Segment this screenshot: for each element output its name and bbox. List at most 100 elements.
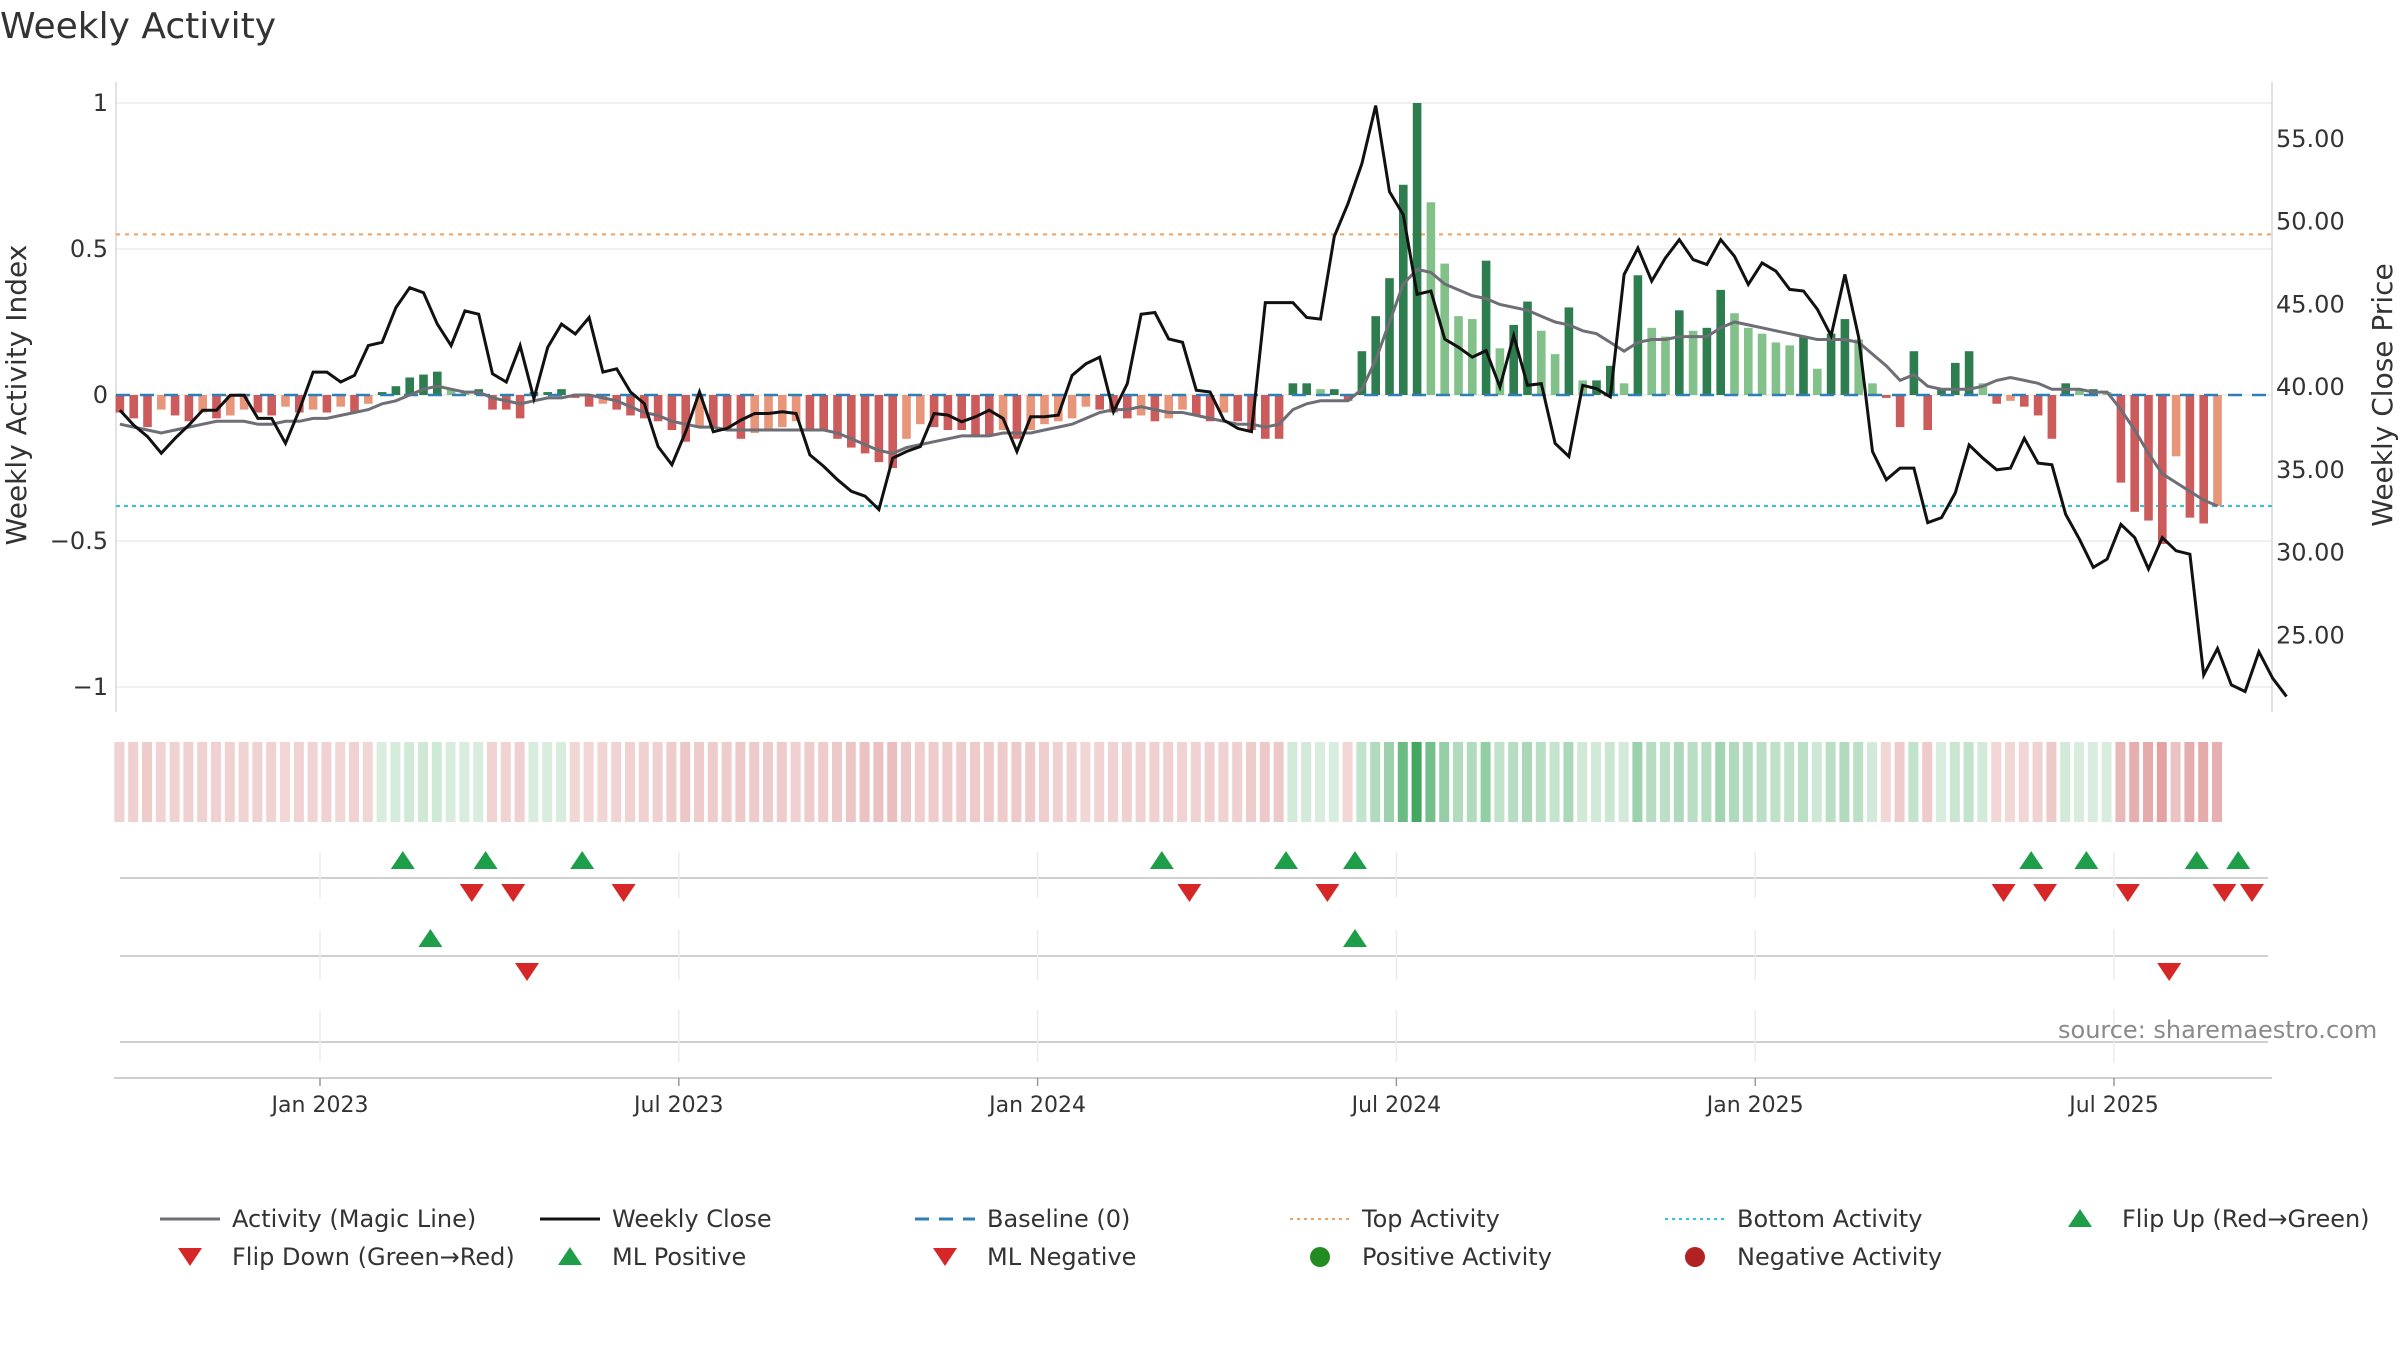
- activity-bar: [1040, 395, 1049, 425]
- activity-bar: [2213, 395, 2222, 506]
- heat-strip-cell: [1273, 742, 1284, 822]
- heat-strip-cell: [1908, 742, 1919, 822]
- activity-bar: [1081, 395, 1091, 407]
- heat-strip-cell: [1121, 742, 1132, 822]
- legend-label: Bottom Activity: [1737, 1205, 1923, 1233]
- flip-up-marker: [2019, 851, 2044, 869]
- activity-bar: [1619, 383, 1629, 395]
- activity-bar: [1523, 301, 1532, 395]
- activity-bar: [1675, 310, 1684, 395]
- heat-strip-cell: [335, 742, 346, 822]
- activity-bar: [157, 395, 166, 410]
- heat-strip-cell: [1922, 742, 1933, 822]
- flip-down-marker: [2240, 884, 2264, 902]
- activity-bar: [2075, 389, 2084, 395]
- legend-label: Top Activity: [1362, 1205, 1500, 1233]
- heat-strip-cell: [1204, 742, 1215, 822]
- activity-bar: [1509, 324, 1518, 395]
- heat-strip-cell: [887, 742, 898, 822]
- activity-bar: [681, 395, 690, 442]
- activity-bar: [791, 395, 801, 422]
- activity-bar: [446, 389, 456, 395]
- activity-bar: [1937, 389, 1946, 395]
- activity-bar: [1164, 395, 1173, 419]
- flip-down-marker: [459, 884, 484, 902]
- heat-strip-cell: [2129, 742, 2140, 822]
- activity-bar: [667, 395, 677, 431]
- activity-bar: [1647, 327, 1656, 395]
- heat-strip-cell: [2170, 742, 2181, 822]
- activity-bar: [115, 395, 125, 413]
- heat-strip-cell: [2005, 742, 2015, 822]
- activity-bar: [1702, 327, 1712, 395]
- activity-bar: [1895, 395, 1905, 428]
- heat-strip-cell: [1729, 742, 1739, 822]
- x-tick-label: Jan 2023: [270, 1093, 369, 1118]
- heat-strip-cell: [1742, 742, 1753, 822]
- legend-label: Flip Up (Red→Green): [2122, 1205, 2370, 1233]
- activity-bar: [226, 395, 235, 416]
- heat-strip-cell: [266, 742, 277, 822]
- ml-positive-marker: [418, 929, 443, 947]
- heat-strip-cell: [997, 742, 1008, 822]
- heat-strip-cell: [735, 742, 746, 822]
- activity-bar: [212, 395, 221, 419]
- activity-bar: [1978, 383, 1988, 395]
- heat-strip-cell: [1618, 742, 1629, 822]
- heat-strip-cell: [321, 742, 332, 822]
- flip-up-marker: [2074, 851, 2099, 869]
- heat-strip-cell: [1301, 742, 1312, 822]
- heat-strip-cell: [1411, 742, 1422, 822]
- heat-strip-cell: [1149, 742, 1160, 822]
- heat-strip-cell: [1094, 742, 1105, 822]
- heat-strip-cell: [1687, 742, 1698, 822]
- heat-strip-cell: [1604, 742, 1615, 822]
- heat-strip-cell: [114, 742, 125, 822]
- heat-strip-cell: [556, 742, 566, 822]
- legend-label: Negative Activity: [1737, 1243, 1943, 1271]
- activity-bar: [1992, 395, 2001, 404]
- activity-bar: [2006, 395, 2015, 401]
- activity-bar: [1385, 278, 1394, 395]
- activity-bar: [805, 395, 815, 431]
- activity-bar: [198, 395, 207, 413]
- heat-strip-cell: [2046, 742, 2057, 822]
- right-tick-label: 30.00: [2276, 539, 2345, 567]
- heat-strip-cell: [197, 742, 208, 822]
- heat-strip-cell: [1563, 742, 1574, 822]
- heat-strip-cell: [376, 742, 387, 822]
- heat-strip-cell: [1453, 742, 1463, 822]
- activity-bar: [1233, 395, 1242, 422]
- heat-strip-cell: [1011, 742, 1022, 822]
- activity-bar: [1343, 395, 1353, 401]
- heat-strip-cell: [1715, 742, 1726, 822]
- heat-strip-cell: [1218, 742, 1229, 822]
- right-tick-label: 25.00: [2276, 621, 2345, 649]
- activity-bar: [1964, 351, 1974, 395]
- left-tick-label: −0.5: [50, 527, 108, 555]
- heat-strip-cell: [1425, 742, 1436, 822]
- ml-positive-marker: [1343, 929, 1367, 947]
- activity-bar: [1123, 395, 1132, 419]
- flip-down-marker: [2033, 884, 2057, 902]
- heat-strip-cell: [542, 742, 553, 822]
- legend-label: Positive Activity: [1362, 1243, 1552, 1271]
- activity-bar: [847, 395, 856, 448]
- heat-strip-cell: [914, 742, 925, 822]
- activity-bar: [1178, 395, 1187, 410]
- legend-item: Activity (Magic Line): [160, 1205, 476, 1233]
- flip-down-marker: [1991, 884, 2016, 902]
- heat-strip-cell: [1439, 742, 1450, 822]
- heat-strip-cell: [2143, 742, 2153, 822]
- heat-strip-cell: [404, 742, 415, 822]
- heat-strip-cell: [569, 742, 580, 822]
- activity-bar: [957, 395, 966, 431]
- activity-bar: [1799, 336, 1808, 395]
- flip-up-marker: [2184, 851, 2209, 869]
- activity-bar: [1412, 103, 1422, 395]
- heat-strip-cell: [749, 742, 760, 822]
- activity-bar: [1109, 395, 1118, 413]
- heat-strip-cell: [666, 742, 677, 822]
- heat-strip-cell: [680, 742, 691, 822]
- activity-bar: [2116, 395, 2126, 483]
